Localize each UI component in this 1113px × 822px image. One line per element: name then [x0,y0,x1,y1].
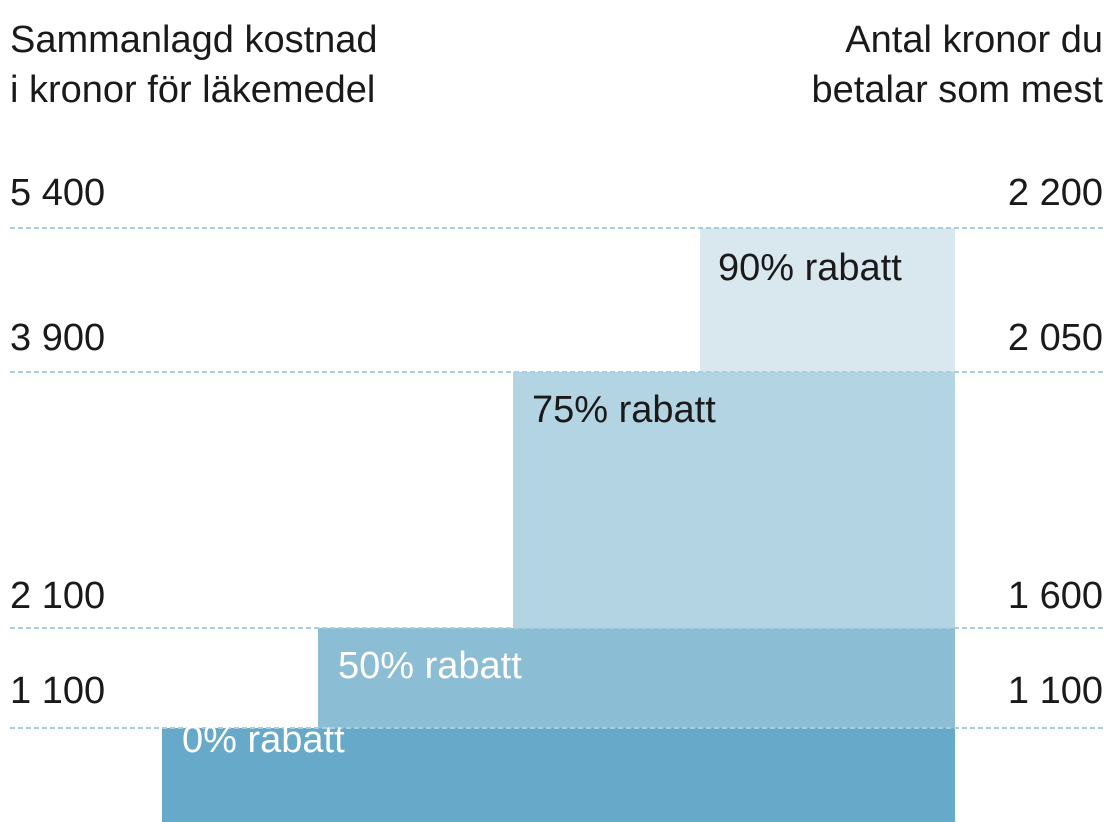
step-label: 90% rabatt [718,247,902,289]
level-left: 2 100 [10,575,105,617]
step-75 [513,372,955,628]
step-label: 75% rabatt [532,389,716,431]
level-right: 1 600 [1008,575,1103,617]
level-right: 1 100 [1008,670,1103,712]
left-header: Sammanlagd kostnad [10,19,378,61]
step-50 [318,628,955,728]
level-right: 2 050 [1008,317,1103,359]
level-right: 2 200 [1008,172,1103,214]
step-label: 0% rabatt [182,719,345,761]
step-90 [700,228,955,372]
level-left: 3 900 [10,317,105,359]
step-label: 50% rabatt [338,645,522,687]
level-left: 5 400 [10,172,105,214]
level-left: 1 100 [10,670,105,712]
left-header: i kronor för läkemedel [10,69,375,111]
right-header: betalar som mest [812,69,1104,111]
right-header: Antal kronor du [845,19,1103,61]
step-0 [162,728,955,822]
